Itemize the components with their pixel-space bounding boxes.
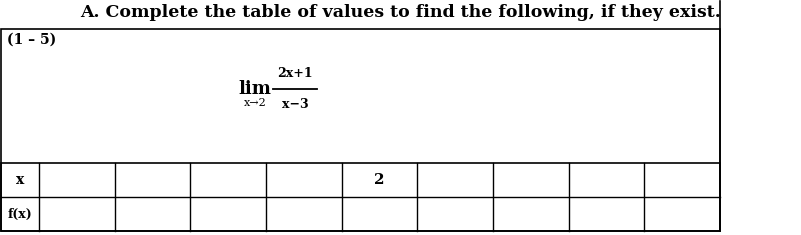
Text: f(x): f(x) xyxy=(8,208,32,220)
Text: x: x xyxy=(16,173,24,187)
Text: 2x+1: 2x+1 xyxy=(277,67,313,80)
Text: 2: 2 xyxy=(374,173,384,187)
Text: x→2: x→2 xyxy=(244,98,267,108)
Bar xyxy=(1,29,720,231)
Text: A. Complete the table of values to find the following, if they exist.: A. Complete the table of values to find … xyxy=(80,4,721,21)
Text: (1 – 5): (1 – 5) xyxy=(7,33,56,47)
Text: x−3: x−3 xyxy=(282,98,308,111)
Bar xyxy=(1,163,720,231)
Text: lim: lim xyxy=(239,80,272,98)
